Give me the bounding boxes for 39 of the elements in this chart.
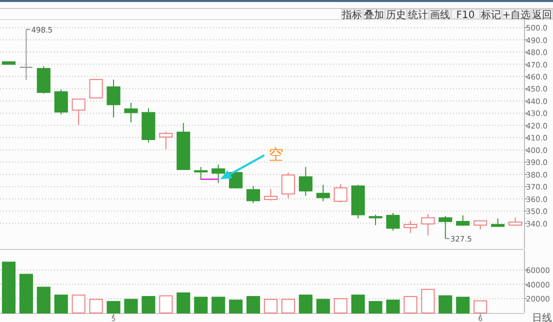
bar <box>159 295 173 314</box>
annotation: 叠加 <box>364 9 384 21</box>
annotation: 标记 <box>480 9 501 21</box>
bar <box>246 296 260 314</box>
bar <box>334 298 348 314</box>
annotation: +自选 <box>502 9 531 21</box>
bar <box>456 296 470 314</box>
bar <box>298 294 312 314</box>
bar <box>474 300 488 314</box>
bar <box>54 294 68 314</box>
bar <box>368 301 382 314</box>
text: 返回 <box>532 9 552 21</box>
bar <box>404 296 418 314</box>
bar <box>124 298 138 314</box>
bar <box>229 300 243 314</box>
annotation: 空 <box>268 145 284 164</box>
annotation: 指标 <box>341 9 362 21</box>
bar <box>212 296 226 314</box>
annotation: 统计 <box>408 9 428 21</box>
bar <box>142 296 156 314</box>
bar <box>386 300 400 314</box>
bar <box>106 301 120 314</box>
bar <box>89 298 103 314</box>
annotation: 画线 <box>430 9 450 21</box>
bar <box>2 262 16 314</box>
bar <box>351 294 365 314</box>
bar <box>176 292 190 314</box>
text: 日线 <box>532 312 552 322</box>
bar <box>281 298 295 314</box>
bar <box>316 298 330 314</box>
bar <box>19 274 33 314</box>
bar <box>194 296 208 314</box>
annotation: F10 <box>456 10 475 21</box>
bar <box>72 294 86 314</box>
bar <box>264 298 278 314</box>
bar <box>36 286 50 314</box>
bar <box>438 295 452 314</box>
annotation: 历史 <box>386 9 406 21</box>
bar <box>421 288 435 314</box>
